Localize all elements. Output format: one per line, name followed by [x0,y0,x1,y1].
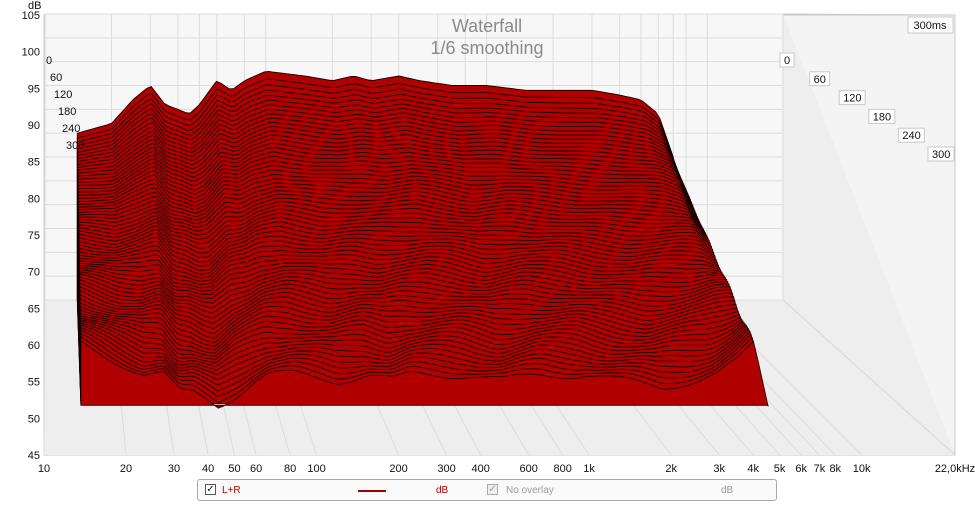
x-tick-label: 80 [284,463,296,475]
x-tick-label: 30 [168,463,180,475]
time-tick-right: 240 [902,130,920,142]
y-tick-label: 65 [28,303,40,315]
legend-label-overlay: No overlay [506,485,554,496]
x-tick-label: 100 [307,463,325,475]
x-tick-label: 60 [250,463,262,475]
x-tick-label: 2k [665,463,677,475]
time-tick-box [809,71,831,87]
time-tick-box [779,52,795,68]
time-tick-right: 120 [843,93,861,105]
x-tick-label: 3k [713,463,725,475]
time-tick-right: 60 [814,74,826,86]
y-tick-label: 60 [28,340,40,352]
lr-checkbox[interactable]: ✓ [205,484,216,495]
chart-title: Waterfall [452,16,522,36]
y-tick-label: 95 [28,83,40,95]
time-tick-box [927,146,955,162]
legend-unit-lr: dB [436,485,449,496]
y-tick-label: 70 [28,267,40,279]
x-tick-label: 5k [774,463,786,475]
chart-axes: 45 50 55 60 65 70 75 80 85 90 95 100 105 10 20 30 40 50 60… [22,10,975,475]
x-tick-label: 1k [583,463,595,475]
y-tick-label: 105 [22,10,40,22]
y-tick-label: 80 [28,193,40,205]
time-tick-box [838,90,866,106]
time-tick-left: 300 [66,140,84,152]
overlay-checkbox[interactable]: ✓ [487,484,498,495]
x-tick-label: 22,0kHz [935,463,975,475]
x-tick-label: 40 [202,463,214,475]
legend-line-swatch [358,490,386,492]
x-tick-label: 50 [228,463,240,475]
floor-line-x [782,299,956,456]
x-tick-label: 8k [829,463,841,475]
y-axis-unit: dB [28,0,41,12]
legend-bar: ✓ L+R dB ✓ No overlay dB [197,479,777,501]
depth-edge-top [782,13,956,16]
legend-unit-overlay: dB [721,485,734,496]
time-tick-right: 300 [932,149,950,161]
time-tick-left: 120 [54,89,72,101]
y-tick-label: 100 [22,47,40,59]
x-tick-label: 300 [437,463,455,475]
y-tick-label: 50 [28,413,40,425]
y-tick-label: 55 [28,377,40,389]
time-readout: 300ms [913,20,947,32]
legend-label-lr: L+R [222,485,241,496]
y-tick-label: 75 [28,230,40,242]
time-tick-box [868,108,896,124]
x-tick-label: 200 [389,463,407,475]
waterfall-surface [76,71,769,409]
x-tick-label: 600 [519,463,537,475]
waterfall-slice [80,340,769,409]
waterfall-chart: 45 50 55 60 65 70 75 80 85 90 95 100 105 10 20 30 40 50 60… [21,0,975,475]
time-tick-box [897,127,925,143]
time-tick-left: 240 [62,123,80,135]
y-tick-label: 85 [28,157,40,169]
time-tick-left: 180 [58,106,76,118]
time-tick-right: 180 [873,111,891,123]
x-tick-label: 10 [38,463,50,475]
floor-line-x [43,299,46,456]
time-readout-box [907,16,954,34]
x-tick-label: 400 [471,463,489,475]
x-tick-label: 7k [814,463,826,475]
time-tick-left: 60 [50,72,62,84]
x-tick-label: 20 [120,463,132,475]
x-tick-label: 800 [554,463,572,475]
time-tick-left: 0 [46,55,52,67]
x-tick-label: 6k [795,463,807,475]
time-tick-right: 0 [784,55,790,67]
chart-subtitle: 1/6 smoothing [430,38,543,58]
x-tick-label: 4k [747,463,759,475]
y-tick-label: 90 [28,120,40,132]
y-tick-label: 45 [28,450,40,462]
x-tick-label: 10k [853,463,871,475]
